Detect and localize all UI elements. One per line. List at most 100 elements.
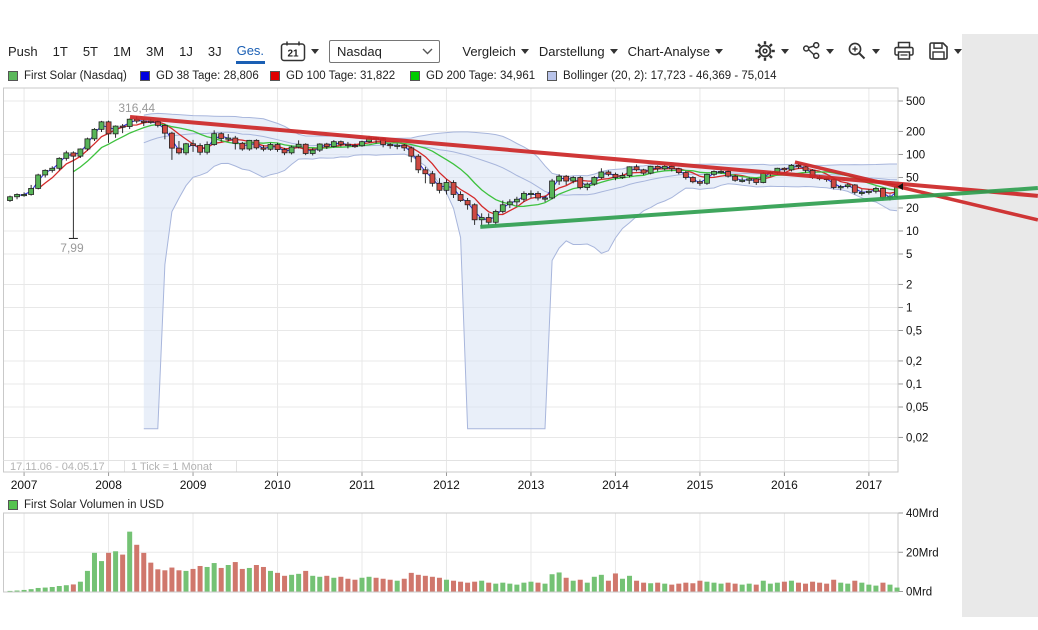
volume-bar: [648, 583, 654, 592]
volume-bar: [760, 580, 766, 592]
volume-legend: First Solar Volumen in USD: [8, 497, 164, 513]
print-button[interactable]: [893, 41, 915, 61]
volume-bar: [831, 579, 837, 592]
candle-body: [605, 171, 612, 175]
range-tab-1t[interactable]: 1T: [52, 43, 68, 59]
volume-bar: [627, 575, 633, 592]
price-annotation: 7,99: [60, 241, 84, 255]
candle-body: [316, 143, 323, 151]
candle-body: [190, 143, 196, 146]
candle-body: [394, 144, 401, 147]
volume-bar: [380, 578, 386, 592]
volume-bar: [148, 562, 154, 592]
candle-body: [858, 191, 865, 194]
y-axis-label: 200: [906, 126, 925, 138]
candle-body: [42, 169, 49, 176]
x-axis-year-label: 2017: [856, 478, 883, 492]
candle-body: [345, 143, 351, 146]
series-swatch: [140, 71, 150, 81]
range-tab-5t[interactable]: 5T: [82, 43, 98, 59]
volume-bar: [458, 581, 464, 592]
candle-body: [697, 181, 703, 184]
candle-body: [830, 179, 837, 188]
candle-body: [337, 141, 344, 145]
volume-bar: [49, 586, 55, 592]
chevron-down-icon: [609, 48, 618, 54]
volume-bar: [415, 574, 421, 592]
share-button[interactable]: [802, 42, 834, 60]
save-button[interactable]: [928, 41, 962, 61]
x-axis-year-label: 2008: [95, 478, 122, 492]
volume-bar: [612, 573, 618, 592]
indicator-legend: First Solar (Nasdaq) GD 38 Tage: 28,806 …: [0, 68, 962, 86]
volume-bar: [584, 582, 590, 592]
candle-body: [387, 144, 394, 147]
series-swatch: [8, 71, 18, 81]
chevron-down-icon: [520, 48, 529, 54]
volume-bar: [162, 570, 168, 592]
candle-body: [204, 144, 211, 153]
candle-body: [323, 143, 330, 147]
menu-darstellung[interactable]: Darstellung: [539, 44, 618, 59]
settings-button[interactable]: [754, 40, 789, 62]
range-tab-3m[interactable]: 3M: [146, 43, 165, 59]
volume-bar: [711, 582, 717, 592]
x-axis-year-label: 2013: [518, 478, 545, 492]
volume-bar: [838, 582, 844, 592]
candle-body: [429, 173, 436, 184]
x-axis-year-label: 2009: [180, 478, 207, 492]
volume-bar: [352, 579, 358, 592]
volume-bar: [77, 581, 83, 592]
volume-bar: [563, 577, 569, 592]
chevron-down-icon: [311, 48, 320, 54]
volume-bar: [880, 582, 886, 592]
volume-axis-label: 0Mrd: [906, 587, 932, 599]
date-range-label: 17.11.06 - 04.05.17: [10, 461, 105, 473]
volume-bar: [296, 573, 302, 592]
menu-vergleich[interactable]: Vergleich: [462, 44, 529, 59]
zoom-in-icon: [848, 42, 866, 60]
candle-body: [443, 182, 450, 191]
volume-bar: [732, 583, 738, 592]
volume-bar: [655, 582, 661, 592]
candle-body: [584, 183, 591, 188]
candle-body: [851, 184, 858, 193]
x-axis-year-label: 2007: [11, 478, 38, 492]
volume-bar: [35, 587, 41, 592]
candle-body: [422, 169, 429, 175]
date-range-picker[interactable]: 21: [280, 40, 320, 62]
series-swatch: [547, 71, 557, 81]
candle-body: [63, 152, 70, 159]
candle-body: [281, 149, 288, 154]
candle-body: [753, 178, 760, 183]
volume-bar: [204, 566, 210, 592]
volume-bar: [662, 583, 668, 592]
candle-body: [352, 145, 358, 148]
range-tab-1m[interactable]: 1M: [112, 43, 132, 59]
volume-bar: [443, 579, 449, 592]
volume-axis-label: 20Mrd: [906, 547, 939, 559]
range-tab-3j[interactable]: 3J: [207, 43, 222, 59]
volume-bar: [669, 584, 675, 592]
volume-bar: [746, 583, 752, 592]
range-tab-ges[interactable]: Ges.: [235, 39, 266, 64]
zoom-button[interactable]: [847, 41, 880, 61]
candle-body: [253, 139, 260, 149]
volume-bar: [63, 585, 69, 592]
last-price-marker: [897, 183, 903, 191]
volume-bar: [28, 589, 34, 592]
range-tab-1j[interactable]: 1J: [179, 43, 193, 59]
candle-body: [802, 166, 809, 171]
candle-body: [35, 174, 42, 189]
menu-chart-analyse[interactable]: Chart-Analyse: [628, 44, 723, 59]
push-button[interactable]: Push: [8, 43, 38, 59]
candle-body: [183, 143, 189, 154]
volume-bar: [493, 583, 499, 592]
candle-body: [126, 118, 133, 127]
candle-body: [647, 165, 654, 174]
exchange-select[interactable]: Nasdaq: [329, 39, 441, 63]
volume-bar: [641, 582, 647, 592]
range-tabs: 1T 5T 1M 3M 1J 3J Ges.: [52, 39, 278, 64]
volume-bar: [739, 584, 745, 592]
